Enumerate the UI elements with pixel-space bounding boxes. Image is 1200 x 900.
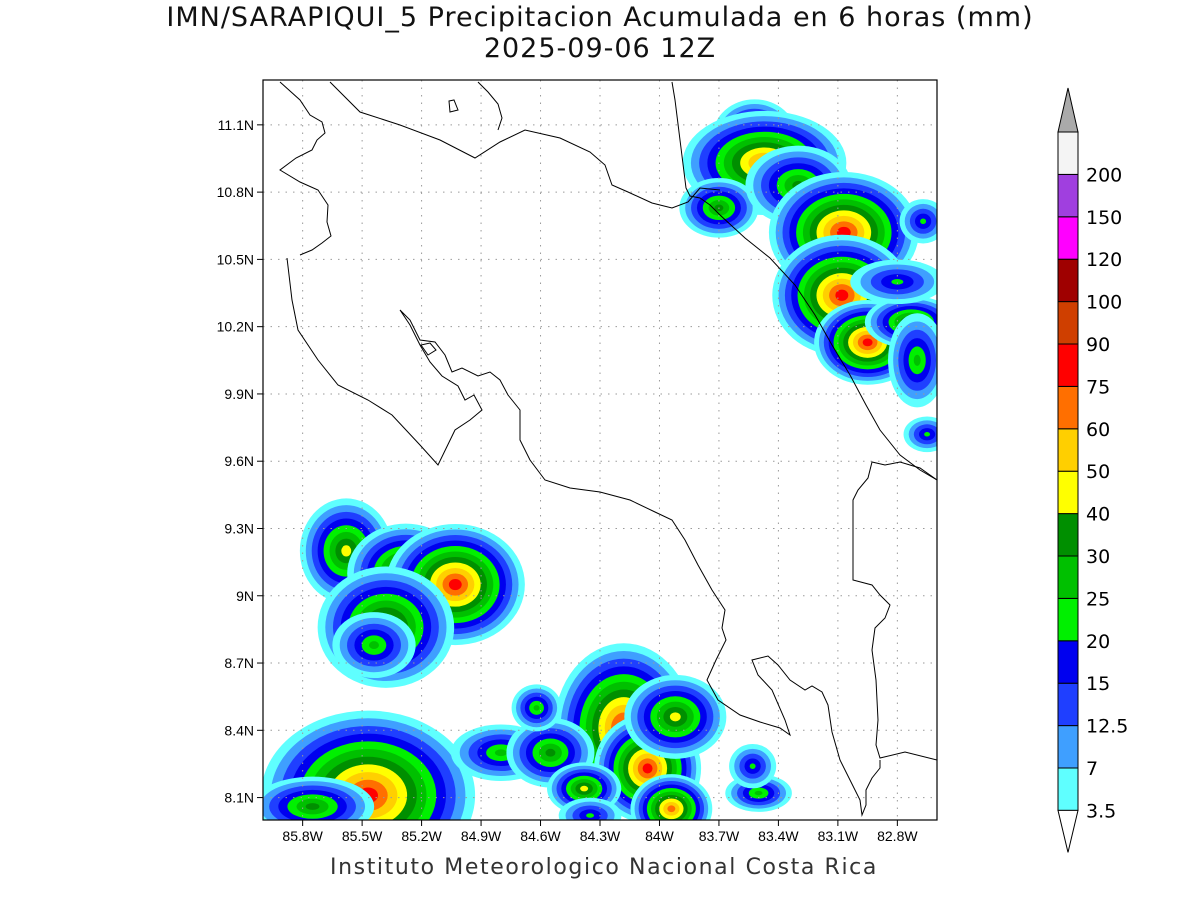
precip-contour (642, 763, 653, 774)
colorbar-swatch (1057, 767, 1079, 811)
precip-contour (862, 338, 873, 347)
precip-cell (263, 776, 375, 820)
lon-tick-label: 85.2W (401, 828, 442, 844)
colorbar-swatch (1057, 301, 1079, 345)
colorbar-swatch (1057, 343, 1079, 387)
precip-cell (903, 416, 937, 453)
lat-tick-label: 8.1N (224, 790, 254, 806)
colorbar-label: 12.5 (1086, 716, 1128, 738)
colorbar-swatch (1057, 173, 1079, 218)
precip-contour (580, 785, 589, 792)
lon-tick-label: 84.6W (520, 828, 561, 844)
colorbar-label: 100 (1086, 292, 1122, 314)
colorbar-under-arrow (1057, 809, 1079, 853)
colorbar-label: 50 (1086, 461, 1110, 483)
lon-tick-label: 83.1W (818, 828, 859, 844)
precip-cell (899, 199, 937, 244)
colorbar-over-arrow (1057, 87, 1079, 133)
precip-contour (924, 432, 931, 437)
lon-tick-label: 84.3W (580, 828, 621, 844)
colorbar: 3.5 7 12.5 15 20 25 30 40 50 60 75 90 100 120 150 200 (1057, 87, 1128, 853)
precip-cell (888, 313, 937, 408)
colorbar-swatch (1057, 470, 1079, 515)
colorbar-swatch (1057, 640, 1079, 684)
precip-contour (341, 545, 352, 557)
colorbar-swatch (1057, 555, 1079, 599)
precip-contour (448, 578, 462, 591)
precip-contour (369, 641, 379, 650)
lat-tick-label: 10.5N (217, 251, 254, 267)
coastline-and-borders (279, 81, 937, 817)
precip-contour (920, 218, 927, 225)
colorbar-label: 75 (1086, 376, 1110, 398)
colorbar-label: 200 (1086, 164, 1122, 186)
precip-contour (913, 354, 921, 366)
colorbar-swatch (1057, 131, 1079, 175)
colorbar-swatch (1057, 258, 1079, 303)
precip-contour (494, 749, 507, 757)
lat-tick-label: 9.3N (224, 520, 254, 536)
precip-cell (729, 743, 777, 789)
lat-tick-label: 11.1N (218, 117, 254, 133)
lat-tick-label: 9.9N (224, 386, 254, 402)
precip-contour (305, 803, 320, 810)
lat-tick-label: 8.4N (224, 722, 254, 738)
precip-contour (545, 748, 556, 757)
lon-tick-label: 82.8W (877, 828, 918, 844)
lon-tick-label: 84.9W (461, 828, 502, 844)
precip-contour (749, 763, 756, 769)
lon-tick-label: 83.4W (758, 828, 799, 844)
colorbar-label: 90 (1086, 334, 1110, 356)
precip-contour (586, 813, 595, 818)
lon-tick-label: 83.7W (699, 828, 740, 844)
colorbar-swatch (1057, 385, 1079, 430)
lon-tick-label: 85.8W (282, 828, 323, 844)
colorbar-label: 40 (1086, 504, 1110, 526)
precip-cell (630, 774, 713, 820)
lon-tick-label: 84W (645, 828, 675, 844)
precip-cell (332, 612, 416, 679)
colorbar-label: 60 (1086, 419, 1110, 441)
colorbar-label: 20 (1086, 631, 1110, 653)
colorbar-label: 15 (1086, 673, 1110, 695)
precip-cell (850, 259, 937, 305)
colorbar-swatch (1057, 428, 1079, 472)
colorbar-swatch (1057, 216, 1079, 260)
colorbar-label: 25 (1086, 588, 1110, 610)
precip-cell (511, 684, 562, 732)
precip-contour (891, 279, 904, 285)
precip-contour (667, 805, 676, 813)
precip-contour (754, 790, 763, 796)
colorbar-label: 7 (1086, 758, 1098, 780)
colorbar-label: 3.5 (1086, 800, 1116, 822)
colorbar-label: 30 (1086, 546, 1110, 568)
precip-cell (558, 797, 622, 820)
precip-contour (533, 705, 540, 711)
precip-contour (835, 289, 849, 301)
map-title: IMN/SARAPIQUI_5 Precipitacion Acumulada … (166, 2, 1034, 33)
axis-labels: 85.8W 85.5W 85.2W 84.9W 84.6W 84.3W 84W 83.7W 83… (217, 117, 919, 844)
lat-tick-label: 10.8N (217, 184, 254, 200)
colorbar-swatch (1057, 513, 1079, 557)
colorbar-swatch (1057, 725, 1079, 769)
colorbar-swatch (1057, 597, 1079, 642)
precipitation-field (263, 99, 937, 820)
colorbar-swatch (1057, 682, 1079, 727)
lon-tick-label: 85.5W (342, 828, 383, 844)
lat-tick-label: 9.6N (224, 453, 254, 469)
lat-tick-label: 10.2N (217, 319, 254, 335)
colorbar-label: 150 (1086, 207, 1122, 229)
precip-cell (624, 674, 727, 759)
precip-contour (669, 712, 681, 722)
lat-tick-label: 9N (236, 588, 254, 604)
map-datetime: 2025-09-06 12Z (483, 33, 717, 64)
precip-cell (594, 713, 702, 820)
footer-credit: Instituto Meteorologico Nacional Costa R… (330, 855, 878, 880)
lat-tick-label: 8.7N (224, 655, 254, 671)
colorbar-label: 120 (1086, 249, 1122, 271)
